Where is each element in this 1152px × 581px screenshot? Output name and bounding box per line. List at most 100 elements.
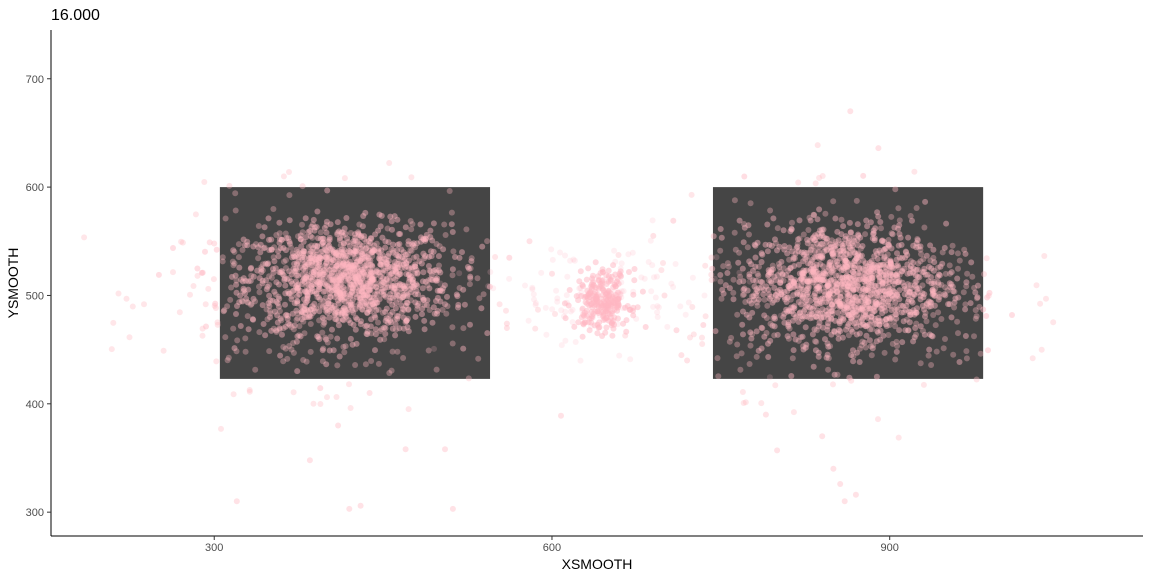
data-point [781,243,788,249]
data-point [590,310,597,317]
data-point [344,309,350,316]
data-point [588,302,594,309]
data-point [925,352,932,359]
data-point [832,263,839,270]
data-point [851,275,858,282]
data-point [815,275,822,282]
data-point [807,315,814,322]
data-point [337,292,344,299]
data-point [835,330,842,337]
data-point [734,311,741,318]
data-point [347,258,354,265]
data-point [842,236,849,242]
data-point [812,338,819,345]
data-point [241,287,248,294]
data-point [838,303,845,310]
data-point [422,278,429,285]
data-point [259,277,266,284]
data-point [875,314,882,321]
data-point [331,294,338,300]
data-point [742,399,749,406]
data-point [383,305,390,312]
data-point [375,319,381,326]
data-point [949,283,956,290]
data-point [389,282,396,289]
data-point [344,235,351,242]
data-point [320,271,327,278]
data-point [259,280,266,287]
data-point [867,270,874,277]
data-point [242,335,249,342]
data-point [315,278,322,285]
data-point [778,258,785,265]
data-point [841,240,848,247]
data-point [761,296,768,303]
data-point [364,310,371,316]
data-point [335,277,342,284]
data-point [821,288,828,295]
data-point [365,278,372,285]
data-point [400,294,407,301]
data-point [503,307,509,314]
data-point [844,292,851,299]
data-point [879,279,886,286]
data-point [409,241,416,248]
data-point [814,314,821,321]
data-point [617,265,624,272]
data-point [362,323,369,330]
data-point [332,310,339,316]
data-point [339,316,346,323]
data-point [406,257,412,264]
data-point [842,257,849,264]
data-point [293,278,299,285]
y-tick-label: 600 [26,182,44,194]
data-point [602,289,609,296]
data-point [356,221,363,228]
data-point [812,180,819,187]
data-point [869,272,876,279]
data-point [880,298,887,305]
data-point [367,274,374,281]
data-point [748,300,755,307]
data-point [419,305,426,312]
data-point [882,245,889,252]
data-point [673,327,680,334]
data-point [364,309,371,316]
data-point [377,261,384,268]
data-point [812,237,819,244]
data-point [819,295,826,302]
data-point [849,280,856,287]
data-point [334,286,340,292]
data-point [842,262,849,269]
data-point [272,291,279,298]
data-point [909,269,916,275]
data-point [813,234,820,241]
data-point [877,219,884,225]
data-point [369,249,376,256]
data-point [368,330,375,337]
data-point [850,273,857,280]
data-point [303,306,310,313]
data-point [461,301,468,308]
data-point [845,304,852,311]
data-point [339,263,346,269]
data-point [288,346,295,353]
data-point [894,270,901,277]
data-point [603,314,610,321]
data-point [339,229,346,236]
data-point [902,248,909,255]
data-point [372,231,379,238]
data-point [440,246,447,253]
data-point [894,343,901,349]
data-point [422,237,429,244]
data-point [377,261,384,268]
data-point [786,256,793,263]
data-point [930,254,937,261]
data-point [848,311,855,318]
data-point [323,218,330,225]
data-point [259,302,266,309]
data-point [278,236,285,243]
data-point [910,265,917,272]
data-point [414,270,421,277]
data-point [794,289,801,296]
